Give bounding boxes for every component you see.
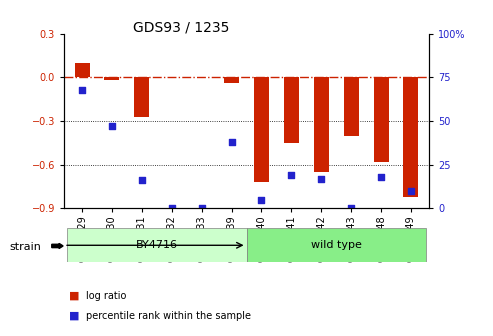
Point: [138, 178, 146, 183]
Text: BY4716: BY4716: [136, 240, 178, 250]
Bar: [284, 77, 299, 143]
Bar: [74, 63, 90, 77]
Point: [108, 124, 116, 129]
Text: GDS93 / 1235: GDS93 / 1235: [133, 20, 229, 34]
Text: ■: ■: [69, 291, 79, 301]
Point: [407, 188, 415, 194]
Point: [78, 87, 86, 92]
Bar: [135, 77, 149, 117]
Text: log ratio: log ratio: [86, 291, 127, 301]
Point: [377, 174, 385, 179]
Bar: [254, 77, 269, 182]
Point: [228, 139, 236, 144]
Text: wild type: wild type: [311, 240, 362, 250]
Point: [257, 197, 265, 202]
Point: [287, 172, 295, 178]
Bar: [344, 77, 358, 135]
Point: [168, 206, 176, 211]
Bar: [224, 77, 239, 83]
Point: [347, 206, 355, 211]
Bar: [403, 77, 419, 197]
FancyBboxPatch shape: [246, 228, 426, 262]
Point: [198, 206, 206, 211]
Text: ■: ■: [69, 311, 79, 321]
Point: [317, 176, 325, 181]
Text: strain: strain: [10, 242, 42, 252]
Bar: [374, 77, 388, 162]
FancyBboxPatch shape: [67, 228, 246, 262]
Text: percentile rank within the sample: percentile rank within the sample: [86, 311, 251, 321]
Bar: [314, 77, 329, 172]
Bar: [105, 77, 119, 80]
